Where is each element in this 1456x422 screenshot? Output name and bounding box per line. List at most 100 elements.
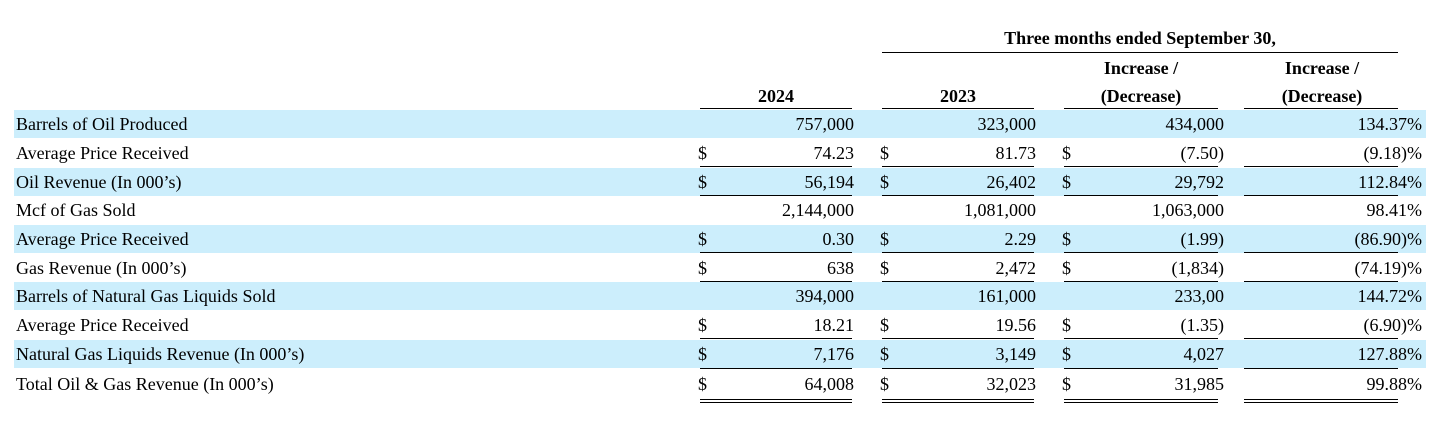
value-change: (7.50) (1180, 143, 1225, 163)
rule-under-gas-revenue (1064, 281, 1218, 282)
value-2023: 1,081,000 (964, 200, 1036, 220)
value-2024: 74.23 (813, 143, 855, 163)
value-change: 29,792 (1174, 172, 1225, 192)
period-header: Three months ended September 30, (1004, 28, 1276, 48)
rule-under-oil-revenue (1064, 195, 1218, 196)
dollar-sign-2023: $ (880, 374, 889, 394)
value-2024: 64,008 (804, 374, 855, 394)
row-label: Mcf of Gas Sold (16, 200, 136, 220)
rule-under-gas-price (882, 252, 1034, 253)
dollar-sign-2024: $ (698, 143, 707, 163)
rule-under-ngl-revenue (1064, 368, 1218, 369)
value-2023: 19.56 (995, 315, 1037, 335)
value-2024: 56,194 (804, 172, 855, 192)
value-percent-change: 112.84% (1358, 172, 1422, 192)
table-row: Barrels of Natural Gas Liquids Sold 394,0… (14, 282, 1432, 310)
change-header-line2: (Decrease) (1100, 86, 1182, 106)
rule-under-avg-price-oil (882, 166, 1034, 167)
dollar-sign-change: $ (1062, 344, 1071, 364)
dollar-sign-change: $ (1062, 143, 1071, 163)
dollar-sign-2023: $ (880, 229, 889, 249)
rule-under-gas-revenue (1244, 281, 1398, 282)
value-2024: 7,176 (813, 344, 855, 364)
value-percent-change: 144.72% (1357, 286, 1423, 306)
value-2024: 394,000 (795, 286, 855, 306)
dollar-sign-2024: $ (698, 172, 707, 192)
dollar-sign-2024: $ (698, 344, 707, 364)
rule-under-ngl-revenue (1244, 368, 1398, 369)
rule-under-avg-price-oil (1064, 166, 1218, 167)
rule-under-ngl-price (1244, 338, 1398, 339)
value-change: 4,027 (1183, 344, 1225, 364)
table-row: Average Price Received $18.21 $19.56 $ (1.35… (14, 311, 1432, 339)
table-row: Total Oil & Gas Revenue (In 000’s) $64,00… (14, 370, 1432, 398)
value-2024: 0.30 (822, 229, 855, 249)
value-percent-change: 98.41% (1366, 200, 1423, 220)
col-2024-header-rule (700, 108, 852, 109)
double-rule-total (882, 399, 1034, 403)
row-label: Average Price Received (16, 229, 189, 249)
dollar-sign-2023: $ (880, 172, 889, 192)
dollar-sign-2023: $ (880, 344, 889, 364)
rule-under-ngl-price (1064, 338, 1218, 339)
rule-under-oil-revenue (700, 195, 852, 196)
value-2024: 18.21 (813, 315, 855, 335)
dollar-sign-2023: $ (880, 258, 889, 278)
row-label: Oil Revenue (In 000’s) (16, 172, 182, 192)
value-2023: 161,000 (977, 286, 1037, 306)
rule-under-gas-revenue (882, 281, 1034, 282)
col-header-2024: 2024 (758, 86, 794, 106)
value-2024: 757,000 (795, 114, 855, 134)
dollar-sign-2024: $ (698, 315, 707, 335)
value-percent-change: (74.19)% (1354, 258, 1422, 278)
dollar-sign-2023: $ (880, 143, 889, 163)
table-row: Barrels of Oil Produced 757,000 323,000 434… (14, 110, 1432, 138)
period-header-rule (882, 52, 1398, 53)
dollar-sign-change: $ (1062, 172, 1071, 192)
value-change: 1,063,000 (1152, 200, 1224, 220)
dollar-sign-change: $ (1062, 258, 1071, 278)
dollar-sign-2024: $ (698, 258, 707, 278)
col-2023-header-rule (882, 108, 1034, 109)
value-change: 31,985 (1174, 374, 1225, 394)
dollar-sign-2024: $ (698, 374, 707, 394)
value-change: 434,000 (1165, 114, 1225, 134)
table-row: Gas Revenue (In 000’s) $638 $2,472 $ (1,834)… (14, 254, 1432, 282)
value-change: (1.35) (1180, 315, 1225, 335)
value-change: (1,834) (1171, 258, 1225, 278)
row-label: Barrels of Oil Produced (16, 114, 188, 134)
table-row: Average Price Received $74.23 $81.73 $ (7.50… (14, 139, 1432, 167)
value-2023: 26,402 (986, 172, 1037, 192)
col-header-2023: 2023 (940, 86, 976, 106)
rule-under-gas-price (1244, 252, 1398, 253)
value-2023: 2.29 (1004, 229, 1037, 249)
row-label: Average Price Received (16, 143, 189, 163)
rule-under-ngl-revenue (700, 368, 852, 369)
rule-under-gas-price (1064, 252, 1218, 253)
change-header-line1: Increase / (1103, 58, 1179, 78)
rule-under-avg-price-oil (700, 166, 852, 167)
value-percent-change: 134.37% (1357, 114, 1423, 134)
table-row: Natural Gas Liquids Revenue (In 000’s) $7… (14, 340, 1432, 368)
rule-under-ngl-revenue (882, 368, 1034, 369)
change-header-rule (1064, 108, 1218, 109)
value-2023: 81.73 (995, 143, 1037, 163)
value-percent-change: 99.88% (1366, 374, 1423, 394)
rule-under-gas-price (700, 252, 852, 253)
value-change: (1.99) (1180, 229, 1225, 249)
rule-under-oil-revenue (1244, 195, 1398, 196)
row-label: Average Price Received (16, 315, 189, 335)
value-2024: 2,144,000 (782, 200, 854, 220)
table-row: Oil Revenue (In 000’s) $56,194 $26,402 $29,… (14, 168, 1432, 196)
row-label: Total Oil & Gas Revenue (In 000’s) (16, 374, 274, 394)
rule-under-ngl-price (700, 338, 852, 339)
double-rule-total (700, 399, 852, 403)
row-label: Barrels of Natural Gas Liquids Sold (16, 286, 276, 306)
value-change: 233,00 (1174, 286, 1225, 306)
pct-header-rule (1244, 108, 1398, 109)
dollar-sign-change: $ (1062, 315, 1071, 335)
pct-header-line1: Increase / (1284, 58, 1360, 78)
value-percent-change: (86.90)% (1354, 229, 1422, 249)
dollar-sign-2024: $ (698, 229, 707, 249)
